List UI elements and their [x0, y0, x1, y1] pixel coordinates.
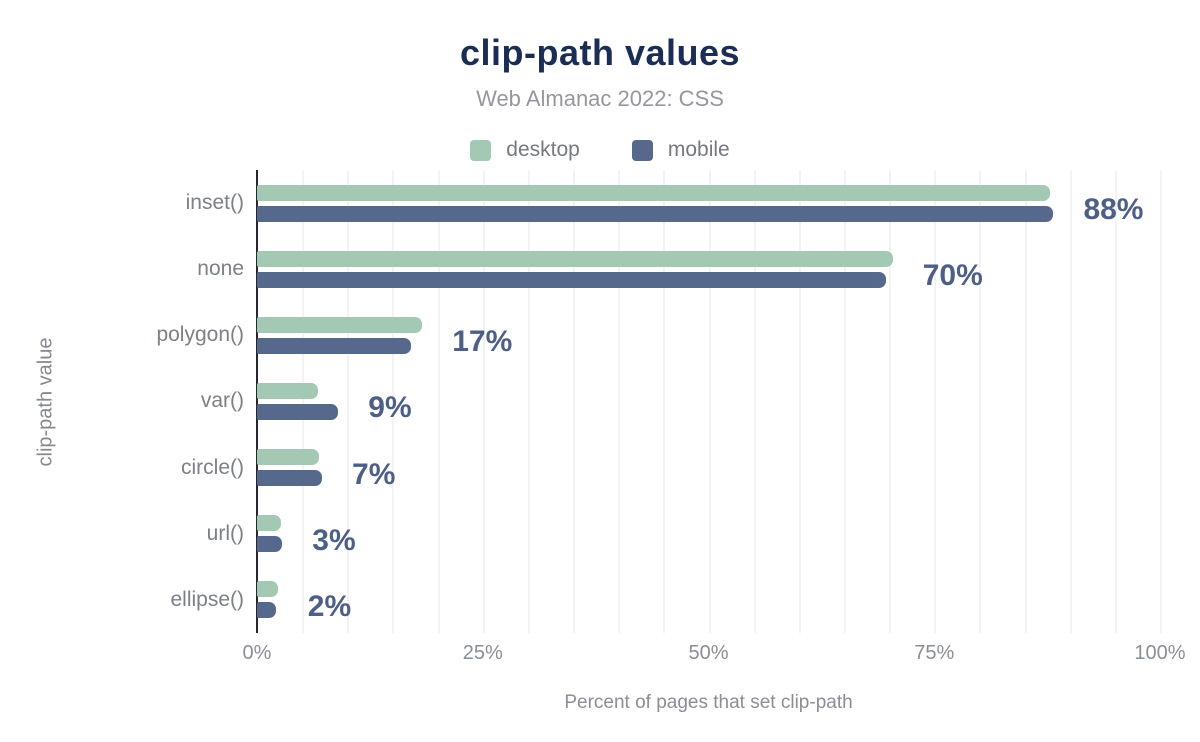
x-tick-label: 50% [688, 642, 729, 664]
bar-row-polygon: polygon() 17% [156, 302, 1160, 368]
y-axis-line [256, 170, 258, 633]
gridline [618, 170, 621, 633]
x-tick-label: 25% [462, 642, 503, 664]
legend-label-desktop: desktop [506, 138, 580, 161]
bar-row-url: url() 3% [207, 501, 1160, 567]
x-tick-label: 75% [914, 642, 955, 664]
gridline [527, 170, 530, 633]
x-axis: 0% 25% 50% 75% 100% [243, 642, 1186, 668]
bar-row-var: var() 9% [201, 368, 1160, 434]
category-label: url() [206, 521, 244, 545]
category-label: circle() [181, 455, 244, 479]
bar-mobile [257, 470, 323, 487]
value-label: 88% [1083, 193, 1144, 227]
chart-title: clip-path values [459, 32, 741, 73]
gridline [1114, 170, 1117, 633]
legend-label-mobile: mobile [667, 138, 730, 161]
bar-desktop [257, 449, 320, 466]
gridline [482, 170, 485, 633]
bar-desktop [257, 581, 278, 598]
gridline [979, 170, 982, 633]
bar-row-ellipse: ellipse() 2% [170, 567, 1160, 633]
x-axis-title: Percent of pages that set clip-path [564, 692, 853, 713]
category-label: none [197, 257, 244, 281]
bar-mobile [257, 536, 283, 553]
chart-subtitle: Web Almanac 2022: CSS [476, 86, 724, 111]
gridline [573, 170, 576, 633]
gridline [347, 170, 350, 633]
legend-item-mobile: mobile [631, 138, 730, 162]
gridline [708, 170, 711, 633]
x-tick-label: 0% [242, 642, 272, 664]
gridline [753, 170, 756, 633]
bar-mobile [257, 403, 339, 420]
x-tick-label: 100% [1134, 642, 1186, 664]
category-label: polygon() [156, 323, 244, 347]
bar-mobile [257, 337, 412, 354]
bar-mobile [257, 205, 1054, 222]
y-axis-title: clip-path value [34, 337, 57, 467]
plot-area: inset() 88% none 70% polygon() 17% var() 9% circ… [156, 170, 1162, 633]
value-label: 70% [922, 259, 983, 293]
category-label: ellipse() [170, 587, 244, 611]
gridline [1160, 170, 1162, 633]
gridline [1069, 170, 1072, 633]
legend-item-desktop: desktop [470, 138, 580, 162]
bar-desktop [257, 316, 423, 333]
desktop-swatch-icon [470, 139, 492, 161]
bar-row-none: none 70% [197, 236, 1160, 302]
value-label: 3% [312, 523, 356, 557]
value-label: 7% [352, 457, 396, 491]
bar-desktop [257, 184, 1050, 201]
bar-row-inset: inset() 88% [186, 170, 1160, 236]
value-label: 17% [452, 325, 513, 359]
gridline [1024, 170, 1027, 633]
bar-row-circle: circle() 7% [181, 435, 1160, 501]
gridline [843, 170, 846, 633]
gridline [889, 170, 892, 633]
bar-desktop [257, 250, 893, 267]
category-label: inset() [185, 191, 244, 215]
value-label: 2% [307, 589, 352, 623]
bar-desktop [257, 515, 282, 532]
gridline [392, 170, 395, 633]
gridline [663, 170, 666, 633]
legend: desktop mobile [0, 138, 1200, 162]
bar-mobile [257, 602, 276, 619]
bar-mobile [257, 271, 887, 288]
gridline [437, 170, 440, 633]
mobile-swatch-icon [631, 139, 653, 161]
value-label: 9% [368, 391, 412, 425]
gridline [798, 170, 801, 633]
gridline [934, 170, 937, 633]
category-label: var() [200, 389, 244, 413]
gridline [302, 170, 305, 633]
bar-desktop [257, 382, 318, 399]
